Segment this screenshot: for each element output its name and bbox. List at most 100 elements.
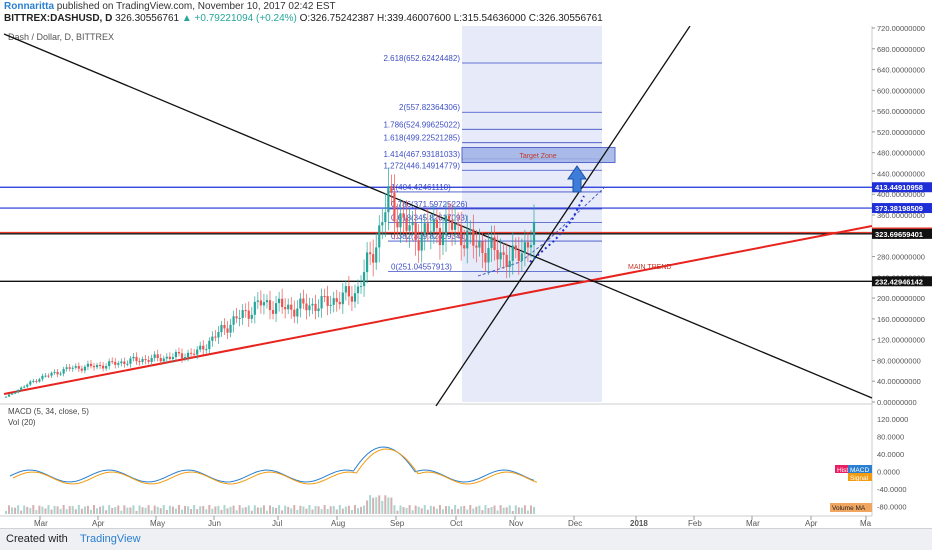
- x-tick-label: Apr: [805, 519, 818, 528]
- candle-body: [4, 396, 8, 398]
- volume-bar: [463, 505, 466, 514]
- volume-bar: [38, 505, 41, 514]
- volume-bar: [262, 505, 265, 514]
- volume-bar: [526, 510, 529, 514]
- candle-body: [162, 358, 165, 362]
- x-tick-label: 2018: [630, 519, 648, 528]
- volume-bar: [514, 505, 517, 514]
- candle-body: [393, 192, 396, 222]
- candle-body: [457, 223, 460, 226]
- volume-bar: [475, 506, 478, 514]
- candle-body: [147, 360, 150, 362]
- volume-bar: [47, 505, 50, 514]
- candle-body: [17, 389, 20, 393]
- candle-body: [247, 310, 250, 319]
- signal-tag-label: Signal: [850, 475, 869, 482]
- macd-line: [9, 446, 535, 483]
- candle-body: [487, 248, 490, 263]
- volume-bar: [211, 508, 214, 514]
- x-tick-label: Ma: [860, 519, 872, 528]
- candle-body: [259, 300, 262, 306]
- price-level-badge-label: 232.42946142: [875, 277, 923, 286]
- candle-body: [235, 316, 238, 319]
- volume-bar: [432, 506, 435, 514]
- volume-bar: [41, 506, 44, 514]
- tradingview-logo[interactable]: TradingView: [80, 533, 141, 545]
- candle-body: [171, 357, 174, 359]
- volume-bar: [499, 505, 502, 514]
- candle-body: [435, 219, 438, 229]
- chart-title: Dash / Dollar, D, BITTREX: [8, 32, 114, 42]
- candle-body: [274, 303, 278, 314]
- candle-body: [490, 237, 493, 249]
- volume-bar: [20, 510, 23, 514]
- volume-bar: [259, 507, 262, 514]
- created-with-label: Created with: [6, 533, 68, 545]
- volume-bar: [123, 505, 126, 514]
- volume-bar: [484, 505, 487, 514]
- volume-bar: [350, 509, 353, 514]
- x-tick-label: Aug: [331, 519, 345, 528]
- volume-bar: [99, 506, 102, 514]
- chart-svg[interactable]: Dash / Dollar, D, BITTREX 0.00000000 40.00…: [0, 24, 932, 528]
- volume-bar: [184, 505, 187, 514]
- candle-body: [190, 352, 193, 354]
- volume-bar: [56, 506, 59, 514]
- price-level-badge: [872, 276, 932, 287]
- fib-level-label: 2(557.82364306): [399, 103, 460, 112]
- candle-body: [223, 325, 226, 329]
- volume-bar: [508, 505, 511, 514]
- volume-bar: [366, 500, 369, 514]
- volume-bar: [11, 507, 14, 514]
- y-tick-label: 440.00000000: [877, 169, 925, 178]
- candle-body: [414, 222, 417, 241]
- volume-bar: [469, 505, 472, 514]
- volume-bar: [5, 511, 7, 514]
- main-trend-label: MAIN TREND: [628, 264, 671, 271]
- candle-body: [532, 221, 536, 245]
- volume-bar: [8, 505, 11, 514]
- candle-body: [281, 298, 284, 308]
- candle-body: [202, 345, 205, 350]
- volume-bar: [202, 506, 205, 514]
- volume-bar: [132, 505, 135, 514]
- candle-body: [80, 368, 83, 371]
- last-price: 326.30556761: [115, 13, 180, 24]
- y-tick-label: 600.00000000: [877, 86, 925, 95]
- volume-bar: [326, 509, 329, 514]
- chart-area[interactable]: Dash / Dollar, D, BITTREX 0.00000000 40.00…: [0, 24, 932, 528]
- candle-body: [390, 186, 393, 193]
- candle-body: [129, 358, 132, 364]
- candle-body: [253, 301, 256, 315]
- fib-level-label: 0.618(345.82617093): [391, 213, 468, 222]
- volume-bar: [89, 509, 92, 514]
- volume-bar: [438, 505, 441, 514]
- candle-body: [132, 356, 135, 359]
- volume-bar: [80, 508, 83, 514]
- author-link[interactable]: Ronnaritta: [4, 1, 54, 12]
- volume-ma-tag-label: Volume MA: [832, 505, 866, 512]
- candle-body: [454, 223, 457, 230]
- ohlc-line: BITTREX:DASHUSD, D 326.30556761 ▲ +0.792…: [4, 13, 603, 24]
- volume-bar: [317, 506, 320, 514]
- candle-body: [186, 352, 190, 358]
- volume-bar: [505, 507, 508, 514]
- main-trend-line: [3, 225, 873, 395]
- volume-bar: [105, 510, 108, 514]
- volume-bar: [347, 505, 350, 514]
- change-value: ▲ +0.79221094 (+0.24%): [181, 13, 297, 24]
- candle-body: [268, 300, 272, 311]
- candle-body: [366, 252, 369, 273]
- candle-body: [402, 213, 405, 218]
- price-level-badge-label: 373.38198509: [875, 204, 923, 213]
- volume-bar: [156, 506, 159, 514]
- x-tick-label: Dec: [568, 519, 582, 528]
- candle-body: [317, 308, 320, 312]
- volume-bar: [329, 506, 332, 514]
- price-level-badge: [872, 228, 932, 239]
- volume-bar: [390, 497, 393, 514]
- macd-tag: [848, 465, 872, 473]
- volume-bar: [284, 505, 287, 514]
- candle-body: [396, 221, 399, 228]
- open-value: O:326.75242387: [299, 13, 375, 24]
